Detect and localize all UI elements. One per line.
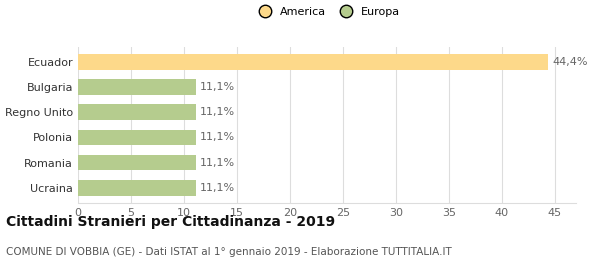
Text: 11,1%: 11,1% <box>200 183 235 193</box>
Bar <box>78 129 196 145</box>
Text: 44,4%: 44,4% <box>553 57 588 67</box>
Text: COMUNE DI VOBBIA (GE) - Dati ISTAT al 1° gennaio 2019 - Elaborazione TUTTITALIA.: COMUNE DI VOBBIA (GE) - Dati ISTAT al 1°… <box>6 247 452 257</box>
Text: 11,1%: 11,1% <box>200 82 235 92</box>
Legend: America, Europa: America, Europa <box>250 2 404 21</box>
Text: Cittadini Stranieri per Cittadinanza - 2019: Cittadini Stranieri per Cittadinanza - 2… <box>6 215 335 229</box>
Bar <box>78 104 196 120</box>
Bar <box>78 54 548 69</box>
Bar <box>78 155 196 171</box>
Text: 11,1%: 11,1% <box>200 132 235 142</box>
Text: 11,1%: 11,1% <box>200 107 235 117</box>
Bar <box>78 79 196 95</box>
Bar <box>78 180 196 196</box>
Text: 11,1%: 11,1% <box>200 158 235 168</box>
